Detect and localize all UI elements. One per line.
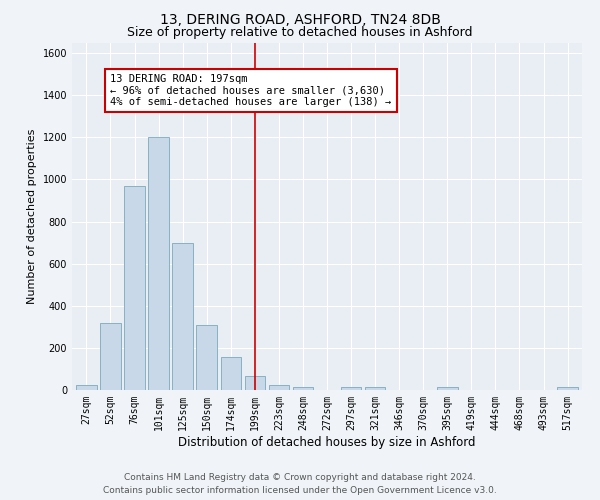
Text: 13 DERING ROAD: 197sqm
← 96% of detached houses are smaller (3,630)
4% of semi-d: 13 DERING ROAD: 197sqm ← 96% of detached… bbox=[110, 74, 392, 108]
Bar bbox=[76, 384, 97, 390]
Bar bbox=[269, 384, 289, 390]
Bar bbox=[437, 387, 458, 390]
Y-axis label: Number of detached properties: Number of detached properties bbox=[27, 128, 37, 304]
Bar bbox=[100, 322, 121, 390]
Bar bbox=[245, 376, 265, 390]
X-axis label: Distribution of detached houses by size in Ashford: Distribution of detached houses by size … bbox=[178, 436, 476, 448]
Bar bbox=[196, 324, 217, 390]
Text: 13, DERING ROAD, ASHFORD, TN24 8DB: 13, DERING ROAD, ASHFORD, TN24 8DB bbox=[160, 12, 440, 26]
Bar bbox=[365, 387, 385, 390]
Bar bbox=[341, 387, 361, 390]
Bar bbox=[148, 138, 169, 390]
Text: Size of property relative to detached houses in Ashford: Size of property relative to detached ho… bbox=[127, 26, 473, 39]
Bar bbox=[557, 387, 578, 390]
Text: Contains HM Land Registry data © Crown copyright and database right 2024.
Contai: Contains HM Land Registry data © Crown c… bbox=[103, 474, 497, 495]
Bar bbox=[124, 186, 145, 390]
Bar bbox=[221, 358, 241, 390]
Bar bbox=[172, 242, 193, 390]
Bar bbox=[293, 387, 313, 390]
